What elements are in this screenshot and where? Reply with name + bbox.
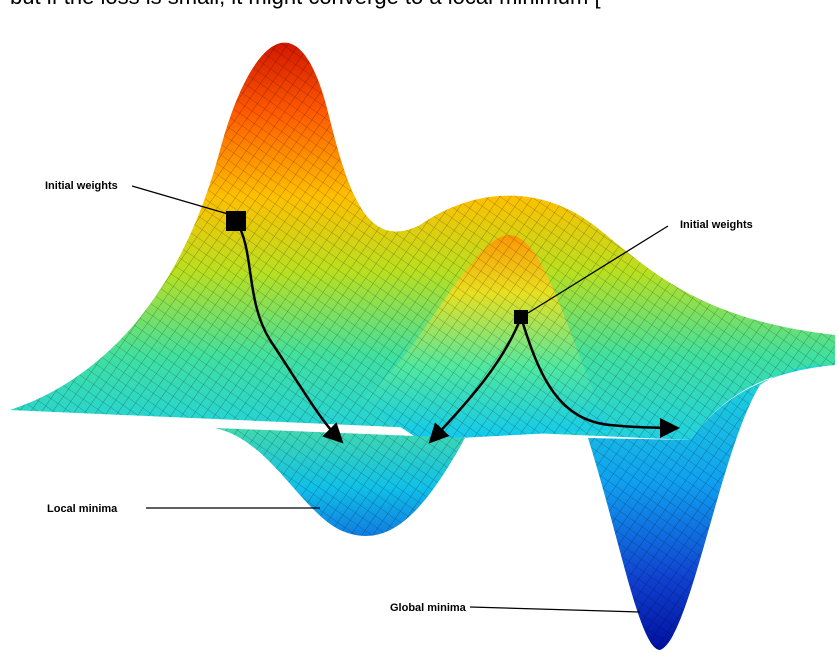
diagram: but if the loss is small, it might conve…: [0, 0, 839, 657]
label: Initial weights: [680, 219, 753, 231]
surface: [10, 43, 835, 650]
initial-weights-marker: [226, 211, 246, 231]
page: but if the loss is small, it might conve…: [0, 0, 839, 657]
initial-weights-marker: [514, 310, 528, 324]
header-text: but if the loss is small, it might conve…: [10, 0, 601, 9]
label: Initial weights: [45, 180, 118, 192]
label: Global minima: [390, 602, 467, 614]
label: Local minima: [47, 503, 118, 515]
